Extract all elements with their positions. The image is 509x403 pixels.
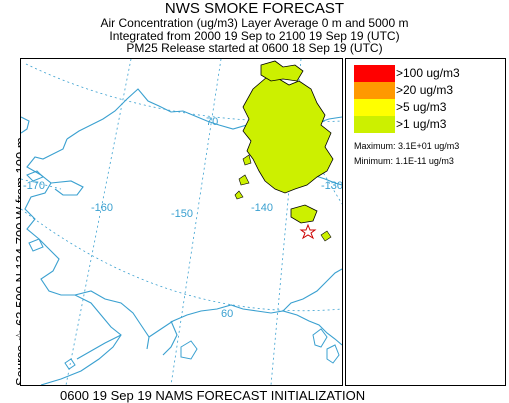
legend-maximum: Maximum: 3.1E+01 ug/m3 (354, 141, 460, 151)
subtitle-release: PM25 Release started at 0600 18 Sep 19 (… (126, 41, 383, 55)
legend-label: >100 ug/m3 (396, 66, 460, 80)
graticule (21, 59, 342, 385)
smoke-plume-north (260, 60, 304, 82)
legend-panel: >100 ug/m3 >20 ug/m3 >5 ug/m3 >1 ug/m3 M… (345, 58, 506, 386)
map-panel: -170 -160 -150 -140 -130 70 60 (20, 58, 343, 386)
grid-labels: -170 -160 -150 -140 -130 70 60 (23, 116, 342, 320)
lon-label-140: -140 (251, 202, 273, 214)
legend-item: >5 ug/m3 (354, 99, 499, 116)
aleutian-1 (76, 334, 122, 360)
legend-swatch-orange (354, 82, 395, 99)
legend-swatch-red (354, 65, 395, 82)
legend-item: >1 ug/m3 (354, 116, 499, 133)
legend-label: >5 ug/m3 (396, 100, 447, 114)
subtitle-integration: Integrated from 2000 19 Sep to 2100 19 S… (109, 29, 400, 43)
smoke-plume-spot-3 (234, 190, 244, 200)
subtitle-concentration: Air Concentration (ug/m3) Layer Average … (100, 16, 409, 30)
st-lawrence-island (26, 170, 44, 182)
lat-label-60: 60 (221, 308, 233, 320)
legend-item: >20 ug/m3 (354, 82, 499, 99)
lon-label-150: -150 (171, 208, 193, 220)
legend-label: >1 ug/m3 (396, 117, 447, 131)
smoke-plume-spot-2 (238, 174, 250, 186)
lon-label-130: -130 (321, 180, 342, 192)
kenai (162, 320, 178, 356)
lat-line-60 (21, 208, 342, 312)
legend-item: >100 ug/m3 (354, 65, 499, 82)
lon-line-170 (21, 178, 62, 190)
aleutian-2 (64, 358, 76, 370)
kodiak-island (180, 340, 198, 360)
bristol-bay (74, 290, 150, 350)
southeast-islands (312, 328, 328, 348)
smoke-plume-main (242, 76, 334, 194)
lon-line-160 (65, 59, 132, 385)
lat-label-70: 70 (206, 116, 218, 128)
smoke-plume-spot-1 (242, 154, 252, 166)
southeast-islands-2 (326, 344, 340, 364)
cook-inlet (148, 304, 342, 346)
legend-swatch-green (354, 116, 395, 133)
smoke-plume-spot-4 (320, 230, 332, 242)
lon-label-170: -170 (23, 180, 45, 192)
norton-sound (50, 180, 84, 196)
map-canvas: -170 -160 -150 -140 -130 70 60 (21, 59, 342, 385)
bering-coast (21, 116, 30, 134)
source-marker (299, 223, 317, 240)
legend-swatch-yellow (354, 99, 395, 116)
lon-label-160: -160 (91, 202, 113, 214)
lon-line-130 (320, 168, 342, 205)
southeast-panhandle (282, 268, 342, 312)
lon-line-150 (170, 59, 222, 385)
chart-title: NWS SMOKE FORECAST (164, 0, 345, 17)
smoke-plume-south (290, 204, 318, 224)
alaska-west-coast (24, 138, 122, 385)
legend-label: >20 ug/m3 (396, 83, 454, 97)
nunivak-island (28, 238, 44, 252)
islands (26, 170, 340, 370)
forecast-initialization-label: 0600 19 Sep 19 NAMS FORECAST INITIALIZAT… (60, 388, 366, 403)
smoke-plume (234, 60, 334, 242)
legend-minimum: Minimum: 1.1E-11 ug/m3 (354, 156, 454, 166)
